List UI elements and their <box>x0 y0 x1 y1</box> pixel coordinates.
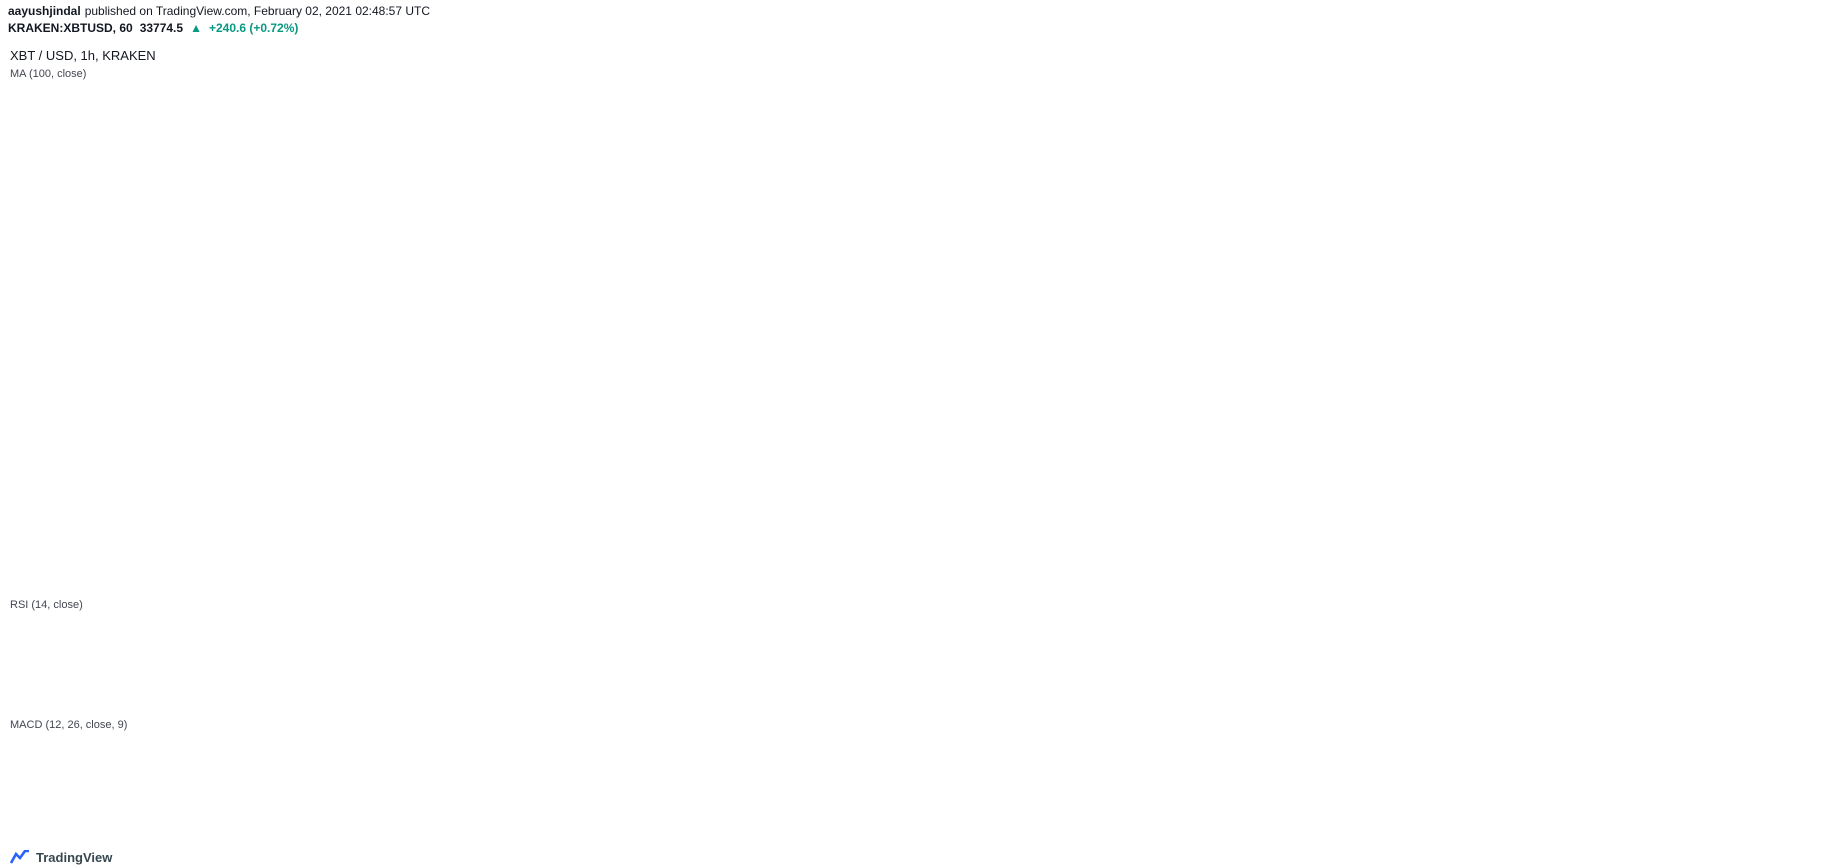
brand-name[interactable]: TradingView <box>36 849 113 865</box>
author-name: aayushjindal <box>8 4 81 18</box>
tradingview-logo-icon[interactable] <box>10 849 30 865</box>
change-arrow-icon: ▲ <box>190 21 202 35</box>
published-text: published on TradingView.com, February 0… <box>84 4 431 18</box>
ticker-bar: KRAKEN:XBTUSD, 60 33774.5 ▲ +240.6 (+0.7… <box>8 21 305 35</box>
byline: aayushjindal published on TradingView.com… <box>8 4 430 18</box>
price-change: +240.6 (+0.72%) <box>208 21 299 35</box>
ticker-last-price: 33774.5 <box>139 21 184 35</box>
symbol-interval: KRAKEN:XBTUSD, 60 <box>8 21 133 35</box>
footer: TradingView <box>0 846 1828 868</box>
